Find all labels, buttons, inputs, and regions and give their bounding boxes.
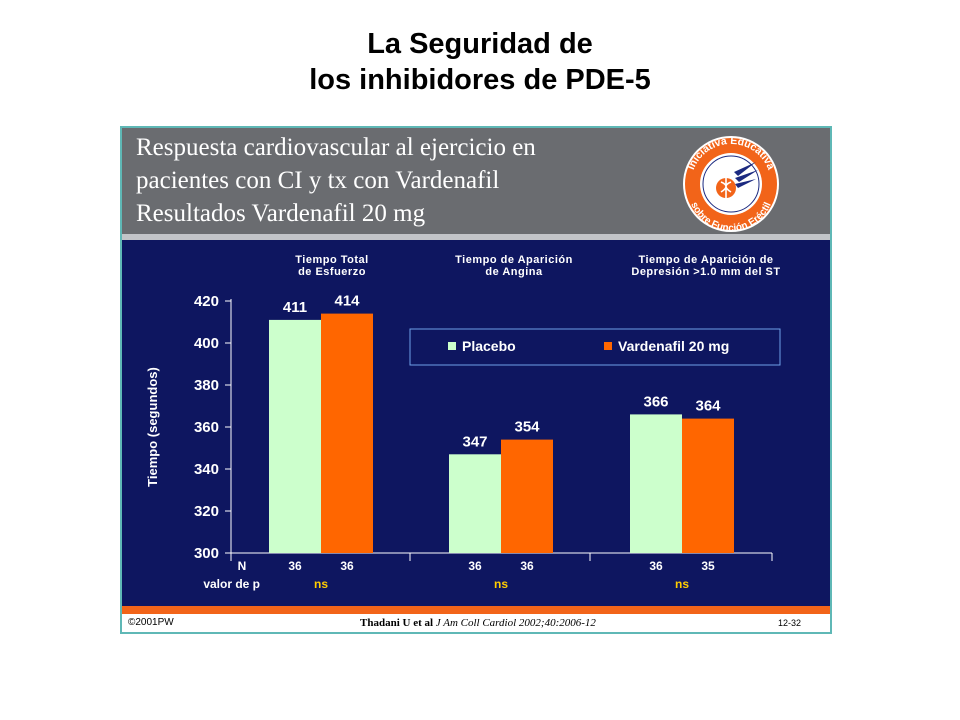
n-value: 36 xyxy=(649,559,663,573)
n-value: 36 xyxy=(468,559,482,573)
n-value: 36 xyxy=(340,559,354,573)
bar-0-1 xyxy=(321,313,373,553)
y-tick-label: 360 xyxy=(194,419,219,436)
y-axis-label: Tiempo (segundos) xyxy=(145,367,160,487)
slide-footer: ©2001PW Thadani U et al J Am Coll Cardio… xyxy=(122,614,830,632)
citation-authors: Thadani U et al xyxy=(360,617,434,629)
legend-box xyxy=(409,328,781,366)
legend-swatch-1 xyxy=(604,342,612,350)
copyright: ©2001PW xyxy=(128,617,174,628)
group-title-line: Depresión >1.0 mm del ST xyxy=(631,266,780,278)
chart: 300 320 340 360 380 400 420 Tiempo (segundos) 41… xyxy=(145,254,781,591)
y-tick-label: 300 xyxy=(194,545,219,562)
n-row-label: N xyxy=(238,559,247,573)
n-value: 36 xyxy=(288,559,302,573)
bar-value-label: 354 xyxy=(514,419,540,436)
group-title-line: Tiempo de Aparición xyxy=(455,254,573,266)
legend-swatch-0 xyxy=(448,342,456,350)
y-tick-label: 320 xyxy=(194,503,219,520)
slide-number: 12-32 xyxy=(778,618,802,628)
header-line-1: Respuesta cardiovascular al ejercicio en xyxy=(136,134,536,161)
footer-bar xyxy=(122,606,830,614)
citation-journal: J Am Coll Cardiol 2002;40:2006-12 xyxy=(435,617,596,629)
bar-1-0 xyxy=(449,454,501,553)
legend-label-1: Vardenafil 20 mg xyxy=(618,338,729,354)
group-title-line: de Angina xyxy=(485,266,543,278)
citation: Thadani U et al J Am Coll Cardiol 2002;4… xyxy=(360,617,596,629)
slide: Respuesta cardiovascular al ejercicio en… xyxy=(120,126,832,634)
iniciativa-logo: Iniciativa Educativa sobre Función Eréct… xyxy=(683,135,779,232)
y-tick-label: 420 xyxy=(194,293,219,310)
bar-2-1 xyxy=(682,418,734,553)
bar-value-label: 366 xyxy=(643,393,668,410)
header-line-3: Resultados Vardenafil 20 mg xyxy=(136,200,426,227)
page-title-line2: los inhibidores de PDE-5 xyxy=(309,64,651,96)
n-value: 35 xyxy=(701,559,715,573)
group-title-line: Tiempo Total xyxy=(295,254,368,266)
bar-1-1 xyxy=(501,439,553,553)
p-value: ns xyxy=(494,577,508,591)
bar-value-label: 414 xyxy=(334,293,360,310)
p-value: ns xyxy=(314,577,328,591)
group-title-line: de Esfuerzo xyxy=(298,266,366,278)
group-title-line: Tiempo de Aparición de xyxy=(638,254,773,266)
header-line-2: pacientes con CI y tx con Vardenafil xyxy=(136,167,500,194)
p-value: ns xyxy=(675,577,689,591)
slide-header: Respuesta cardiovascular al ejercicio en… xyxy=(122,128,830,234)
y-tick-label: 400 xyxy=(194,335,219,352)
wing-icon xyxy=(734,162,758,188)
bar-2-0 xyxy=(630,414,682,553)
y-tick-label: 380 xyxy=(194,377,219,394)
p-row-label: valor de p xyxy=(203,577,260,591)
bar-value-label: 347 xyxy=(462,433,487,450)
header-stripe xyxy=(122,234,830,240)
bar-0-0 xyxy=(269,319,321,553)
y-tick-label: 340 xyxy=(194,461,219,478)
n-value: 36 xyxy=(520,559,534,573)
page-title-line1: La Seguridad de xyxy=(367,28,593,60)
legend-label-0: Placebo xyxy=(462,338,516,354)
bar-value-label: 411 xyxy=(283,299,307,316)
bar-value-label: 364 xyxy=(695,398,721,415)
legend: Placebo Vardenafil 20 mg xyxy=(409,328,781,366)
